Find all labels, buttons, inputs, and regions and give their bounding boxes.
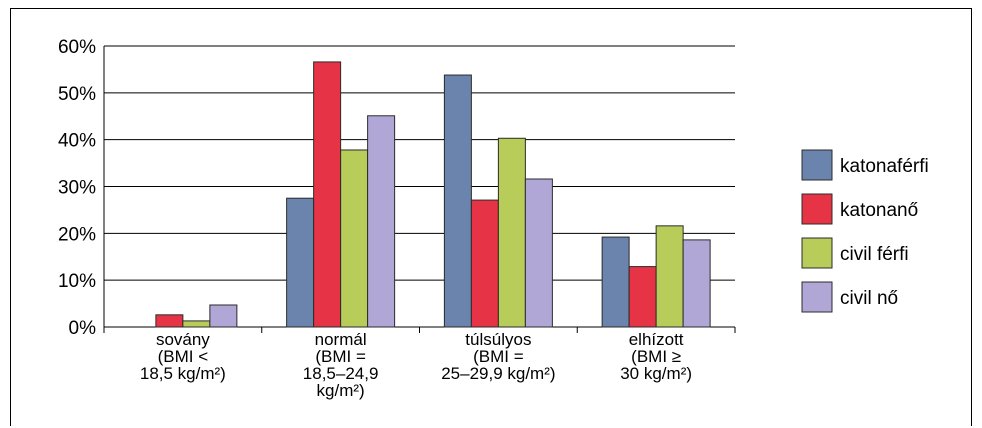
y-tick-label: 50% [58,84,96,105]
bar [628,266,657,328]
bar [155,314,184,328]
category-label: sovány [156,330,210,349]
category-label: kg/m²) [317,381,365,400]
category-label: 18,5 kg/m²) [140,364,226,383]
bar [682,239,711,328]
legend-swatch [801,193,833,225]
category-label: 25–29,9 kg/m²) [441,364,555,383]
legend-label: civil nő [840,288,898,309]
bar [313,61,342,328]
legend-label: katonaférfi [840,156,929,177]
legend-swatch [801,281,833,313]
bar [470,199,499,328]
bar [182,320,211,328]
category-label: elhízott [629,330,684,349]
bar [340,149,369,328]
legend-label: civil férfi [840,244,909,265]
bar [367,115,396,328]
bar [655,225,684,328]
category-label: 30 kg/m²) [620,364,692,383]
bar [497,137,526,328]
chart-frame [10,8,972,426]
y-tick-label: 30% [58,178,96,199]
category-label: (BMI = [315,347,366,366]
bar [286,197,315,328]
y-tick-label: 60% [58,37,96,58]
y-tick-label: 40% [58,131,96,152]
category-label: normál [315,330,367,349]
bar [209,304,238,328]
category-label: 18,5–24,9 [303,364,379,383]
legend-swatch [801,149,833,181]
y-tick-label: 0% [69,318,97,339]
bar [443,74,472,328]
category-label: túlsúlyos [465,330,531,349]
category-label: (BMI = [473,347,524,366]
y-tick-label: 10% [58,271,96,292]
bar [524,178,553,328]
legend-swatch [801,237,833,269]
category-label: (BMI ≥ [631,347,681,366]
legend-label: katonanő [840,200,918,221]
y-tick-label: 20% [58,224,96,245]
category-label: (BMI < [158,347,209,366]
bar [601,236,630,328]
